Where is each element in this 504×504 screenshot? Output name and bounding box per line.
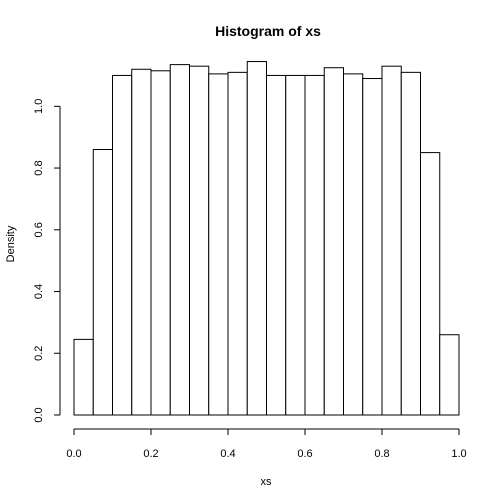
histogram-bar <box>131 68 152 416</box>
histogram-bar <box>246 61 267 416</box>
histogram-bar <box>420 152 441 416</box>
y-tick-label: 0.6 <box>33 222 45 237</box>
x-tick-label: 0.6 <box>297 448 312 460</box>
x-axis-label: xs <box>261 476 273 488</box>
x-tick-label: 1.0 <box>451 448 466 460</box>
histogram-bar <box>285 74 306 416</box>
histogram-bar <box>343 73 364 416</box>
y-tick-label: 0.8 <box>33 160 45 175</box>
histogram-bar <box>381 65 402 416</box>
histogram-bar <box>304 74 325 416</box>
histogram-bar <box>439 334 460 416</box>
histogram-bar <box>323 67 344 416</box>
x-tick-label: 0.8 <box>374 448 389 460</box>
histogram-bar <box>189 65 210 416</box>
histogram-bar <box>92 149 113 416</box>
x-tick-label: 0.2 <box>143 448 158 460</box>
histogram-bar <box>227 71 248 416</box>
histogram-bar <box>112 74 133 416</box>
histogram-bar <box>73 338 94 416</box>
histogram-bar <box>400 71 421 416</box>
x-tick-label: 0.0 <box>66 448 81 460</box>
x-tick-label: 0.4 <box>220 448 235 460</box>
histogram-bars <box>73 61 460 416</box>
histogram-bar <box>266 74 287 416</box>
y-axis-label: Density <box>5 225 17 262</box>
chart-title: Histogram of xs <box>215 23 321 39</box>
y-tick-label: 1.0 <box>33 99 45 114</box>
y-axis: 0.0 0.2 0.4 0.6 0.8 1.0 <box>33 99 61 423</box>
histogram-bar <box>169 64 190 416</box>
histogram-bar <box>150 70 171 416</box>
histogram-bar <box>208 73 229 416</box>
y-tick-label: 0.2 <box>33 346 45 361</box>
y-tick-label: 0.0 <box>33 407 45 422</box>
x-axis: 0.0 0.2 0.4 0.6 0.8 1.0 <box>66 428 467 460</box>
y-tick-label: 0.4 <box>33 284 45 299</box>
histogram-bar <box>362 78 383 416</box>
